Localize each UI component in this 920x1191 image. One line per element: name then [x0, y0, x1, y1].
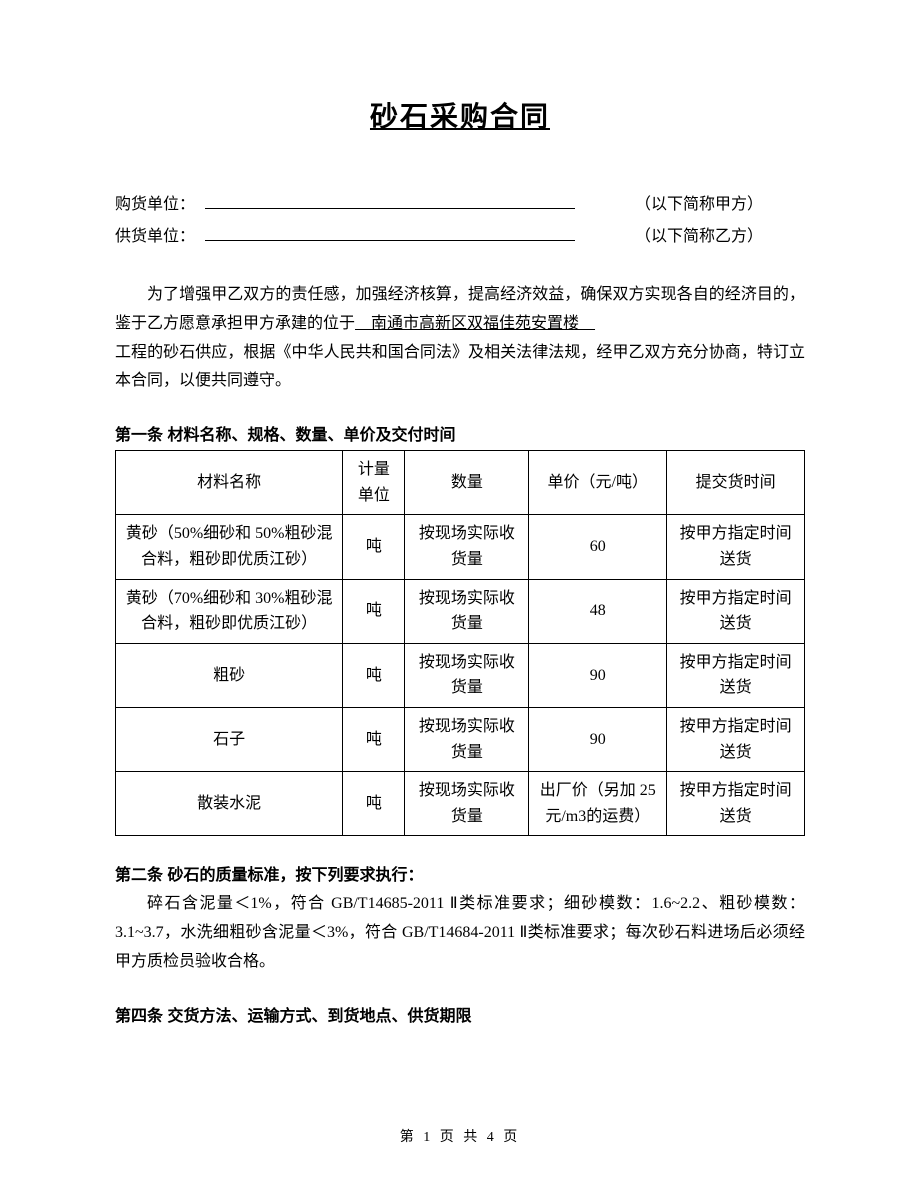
cell-name: 黄砂（70%细砂和 30%粗砂混合料，粗砂即优质江砂）: [116, 579, 343, 643]
section4-heading: 第四条 交货方法、运输方式、到货地点、供货期限: [115, 1002, 805, 1026]
cell-qty: 按现场实际收货量: [405, 772, 529, 836]
cell-price: 90: [529, 643, 667, 707]
cell-name: 石子: [116, 707, 343, 771]
cell-qty: 按现场实际收货量: [405, 643, 529, 707]
buyer-blank: [205, 191, 575, 209]
intro-paragraph: 为了增强甲乙双方的责任感，加强经济核算，提高经济效益，确保双方实现各自的经济目的…: [115, 281, 805, 396]
th-time: 提交货时间: [667, 451, 805, 515]
table-row: 散装水泥 吨 按现场实际收货量 出厂价（另加 25 元/m3的运费） 按甲方指定…: [116, 772, 805, 836]
cell-time: 按甲方指定时间送货: [667, 772, 805, 836]
cell-unit: 吨: [343, 772, 405, 836]
cell-name: 粗砂: [116, 643, 343, 707]
th-price: 单价（元/吨）: [529, 451, 667, 515]
page-footer: 第 1 页 共 4 页: [0, 1126, 920, 1146]
cell-time: 按甲方指定时间送货: [667, 515, 805, 579]
materials-table: 材料名称 计量单位 数量 单价（元/吨） 提交货时间 黄砂（50%细砂和 50%…: [115, 450, 805, 836]
project-name: 南通市高新区双福佳苑安置楼: [355, 315, 595, 332]
cell-qty: 按现场实际收货量: [405, 515, 529, 579]
section2-body: 碎石含泥量＜1%，符合 GB/T14685-2011 Ⅱ类标准要求；细砂模数：1…: [115, 890, 805, 976]
th-name: 材料名称: [116, 451, 343, 515]
table-row: 黄砂（50%细砂和 50%粗砂混合料，粗砂即优质江砂） 吨 按现场实际收货量 6…: [116, 515, 805, 579]
cell-qty: 按现场实际收货量: [405, 579, 529, 643]
cell-price: 出厂价（另加 25 元/m3的运费）: [529, 772, 667, 836]
document-title: 砂石采购合同: [115, 95, 805, 135]
th-qty: 数量: [405, 451, 529, 515]
table-header-row: 材料名称 计量单位 数量 单价（元/吨） 提交货时间: [116, 451, 805, 515]
buyer-label: 购货单位：: [115, 190, 195, 214]
seller-label: 供货单位：: [115, 222, 195, 246]
cell-name: 黄砂（50%细砂和 50%粗砂混合料，粗砂即优质江砂）: [116, 515, 343, 579]
section2-heading: 第二条 砂石的质量标准，按下列要求执行：: [115, 861, 805, 885]
th-unit: 计量单位: [343, 451, 405, 515]
cell-unit: 吨: [343, 707, 405, 771]
cell-time: 按甲方指定时间送货: [667, 643, 805, 707]
intro-text-2: 工程的砂石供应，根据《中华人民共和国合同法》及相关法律法规，经甲乙双方充分协商，…: [115, 339, 805, 397]
cell-time: 按甲方指定时间送货: [667, 707, 805, 771]
cell-price: 90: [529, 707, 667, 771]
cell-unit: 吨: [343, 579, 405, 643]
cell-qty: 按现场实际收货量: [405, 707, 529, 771]
cell-time: 按甲方指定时间送货: [667, 579, 805, 643]
seller-blank: [205, 223, 575, 241]
section1-heading: 第一条 材料名称、规格、数量、单价及交付时间: [115, 421, 805, 445]
table-row: 粗砂 吨 按现场实际收货量 90 按甲方指定时间送货: [116, 643, 805, 707]
table-row: 石子 吨 按现场实际收货量 90 按甲方指定时间送货: [116, 707, 805, 771]
seller-line: 供货单位： （以下简称乙方）: [115, 222, 805, 246]
seller-suffix: （以下简称乙方）: [635, 222, 763, 246]
cell-price: 48: [529, 579, 667, 643]
cell-unit: 吨: [343, 515, 405, 579]
table-row: 黄砂（70%细砂和 30%粗砂混合料，粗砂即优质江砂） 吨 按现场实际收货量 4…: [116, 579, 805, 643]
buyer-suffix: （以下简称甲方）: [635, 190, 763, 214]
cell-unit: 吨: [343, 643, 405, 707]
cell-price: 60: [529, 515, 667, 579]
cell-name: 散装水泥: [116, 772, 343, 836]
buyer-line: 购货单位： （以下简称甲方）: [115, 190, 805, 214]
